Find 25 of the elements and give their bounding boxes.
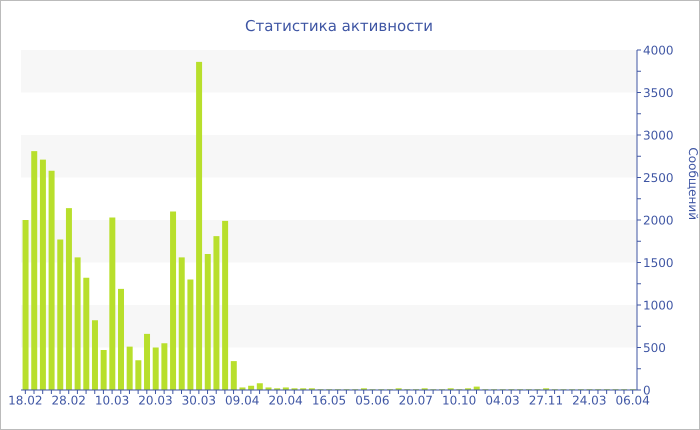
- y-tick-label: 4000: [643, 43, 674, 58]
- x-tick-label: 27.11: [528, 394, 564, 408]
- x-tick-label: 24.03: [572, 394, 606, 408]
- y-tick-label: 2000: [643, 213, 674, 228]
- y-axis-title: Сообщений: [686, 147, 700, 220]
- x-tick-label: 09.04: [225, 394, 260, 408]
- y-tick-label: 2500: [643, 170, 674, 185]
- x-tick-label: 16.05: [312, 394, 346, 408]
- y-tick-label: 3000: [643, 128, 674, 142]
- x-tick-label: 20.03: [138, 394, 173, 408]
- x-tick-label: 30.03: [182, 394, 216, 408]
- y-tick-label: 1500: [643, 256, 674, 270]
- x-tick-label: 05.06: [355, 394, 390, 408]
- x-tick-label: 06.04: [615, 394, 650, 408]
- x-tick-label: 04.03: [485, 394, 520, 408]
- y-tick-label: 3500: [643, 86, 674, 100]
- x-tick-label: 18.02: [8, 394, 43, 408]
- y-tick-label: 1000: [643, 298, 674, 312]
- x-tick-label: 20.04: [268, 394, 303, 408]
- x-tick-label: 20.07: [398, 394, 433, 408]
- x-tick-label: 28.02: [52, 394, 86, 408]
- x-tick-label: 10.03: [94, 394, 130, 408]
- chart-title: Статистика активности: [245, 17, 433, 35]
- x-tick-label: 10.10: [442, 394, 476, 408]
- y-tick-label: 500: [643, 340, 666, 355]
